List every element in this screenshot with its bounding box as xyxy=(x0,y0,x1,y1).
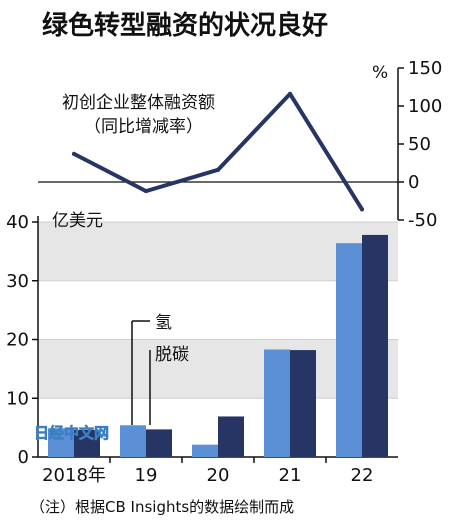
chart-title: 绿色转型融资的状况良好 xyxy=(42,10,328,41)
line-point-4 xyxy=(360,207,364,212)
line-label-line-1: 初创企业整体融资额 xyxy=(62,93,215,113)
watermark: 日经中文网 xyxy=(34,424,109,442)
y-tick-label: 20 xyxy=(6,330,29,351)
legend-label-decarbon: 脱碳 xyxy=(155,345,189,365)
bar-3-0 xyxy=(264,349,290,457)
y2-tick-label: 100 xyxy=(408,96,442,117)
chart-note: （注）根据CB Insights的数据绘制而成 xyxy=(30,498,294,516)
bar-1-0 xyxy=(120,425,146,457)
legend-label-hydrogen: 氢 xyxy=(155,313,172,333)
bar-unit-label: 亿美元 xyxy=(52,211,103,231)
y2-tick-label: -50 xyxy=(408,210,437,231)
line-point-2 xyxy=(216,167,220,172)
x-tick-labels: 2018年 19 20 21 22 xyxy=(42,457,373,486)
bar-2-0 xyxy=(192,444,218,457)
legend: 氢 脱碳 xyxy=(131,313,189,425)
x-tick-label: 19 xyxy=(135,465,158,486)
y2-tick-label: 0 xyxy=(408,172,419,193)
bar-1-1 xyxy=(146,429,172,457)
line-unit-label: % xyxy=(372,63,388,83)
line-point-0 xyxy=(72,151,76,156)
x-tick-label: 2018年 xyxy=(42,465,106,486)
x-tick-label: 21 xyxy=(279,465,302,486)
bars xyxy=(48,234,388,457)
line-axes: 150 100 50 0 -50 xyxy=(38,58,442,231)
bar-0-1 xyxy=(74,429,100,457)
y-tick-label: 40 xyxy=(6,212,29,233)
y-tick-label: 0 xyxy=(18,447,29,468)
line-series xyxy=(72,91,364,212)
x-tick-label: 20 xyxy=(207,465,230,486)
bar-3-1 xyxy=(290,350,316,457)
x-tick-label: 22 xyxy=(351,465,374,486)
bar-4-0 xyxy=(336,243,362,457)
y-tick-label: 10 xyxy=(6,388,29,409)
y-tick-label: 30 xyxy=(6,271,29,292)
bar-0-0 xyxy=(48,428,74,457)
bar-4-1 xyxy=(362,234,388,457)
line-label-line-2: （同比增减率） xyxy=(84,117,203,137)
line-point-3 xyxy=(288,91,292,96)
bar-2-1 xyxy=(218,416,244,457)
y2-tick-label: 150 xyxy=(408,58,442,79)
line-point-1 xyxy=(144,189,148,194)
y2-tick-label: 50 xyxy=(408,134,431,155)
